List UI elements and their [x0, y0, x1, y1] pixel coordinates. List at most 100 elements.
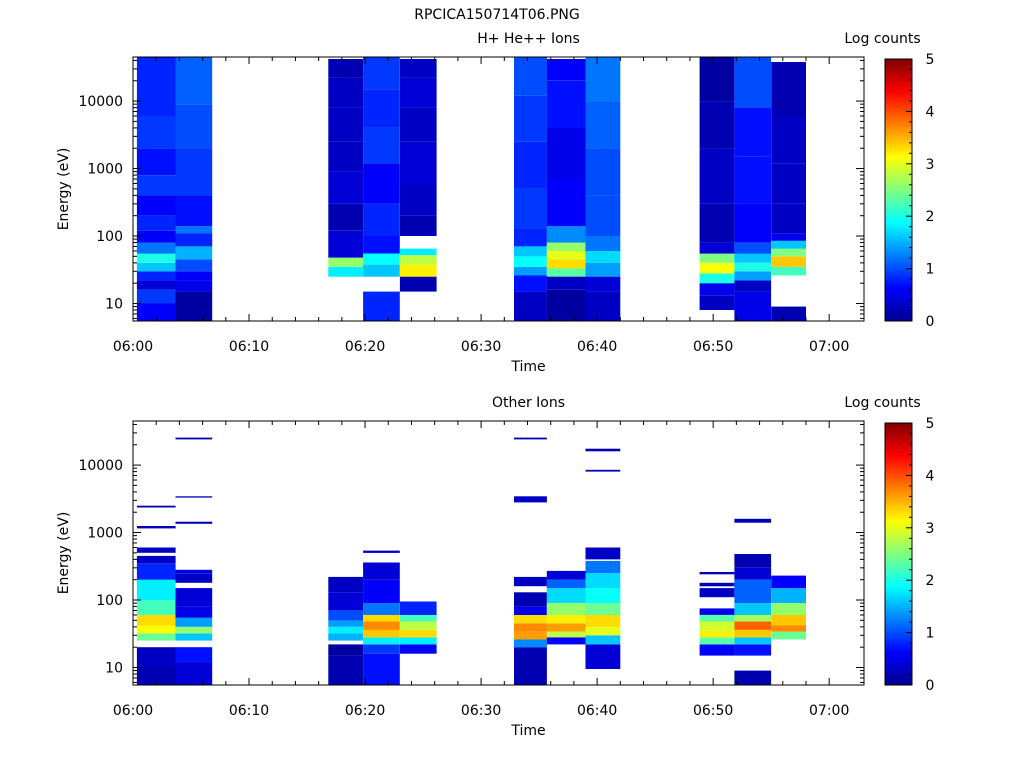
- heatmap-cell-c7-b7: [585, 101, 621, 149]
- heatmap-cell-c10-b5: [771, 575, 806, 589]
- heatmap-cell-c4-b5: [399, 601, 437, 615]
- heatmap-cell-c4-b6: [399, 141, 437, 184]
- heatmap-cell-c8-b4: [699, 253, 735, 263]
- heatmap-cell-c2-b5: [328, 171, 364, 204]
- heatmap-cell-c1-b9: [175, 521, 213, 524]
- heatmap-cell-c1-b2: [175, 271, 213, 281]
- x-tick-label: 06:00: [113, 703, 153, 719]
- heatmap-cell-c8-b2: [699, 630, 735, 638]
- heatmap-cell-c2-b4: [328, 620, 364, 627]
- heatmap-cell-c2-b8: [328, 78, 364, 108]
- heatmap-cell-c8-b4: [699, 615, 735, 622]
- heatmap-cell-c7-b5: [585, 195, 621, 236]
- heatmap-cell-c4-b2: [399, 629, 437, 638]
- heatmap-cell-c7-b9: [585, 469, 621, 472]
- heatmap-cell-c9-b6: [734, 603, 772, 615]
- colorbar-tick-label: 3: [926, 521, 935, 537]
- heatmap-cell-c5-b2: [514, 266, 547, 276]
- heatmap-cell-c9-b3: [734, 629, 772, 638]
- heatmap-cell-c9-b9: [734, 57, 772, 108]
- heatmap-cell-c0-b1: [136, 647, 176, 668]
- heatmap-cell-c4-b3: [399, 248, 437, 256]
- heatmap-cell-c6-b3: [546, 259, 586, 269]
- heatmap-cell-c5-b4: [514, 246, 547, 257]
- colorbar: [884, 422, 913, 686]
- heatmap-cell-c7-b2: [585, 626, 621, 636]
- heatmap-cell-c9-b3: [734, 262, 772, 272]
- heatmap-cell-c6-b3: [546, 615, 586, 624]
- heatmap-cell-c3-b8: [363, 57, 400, 90]
- heatmap-cell-c4-b1: [399, 264, 437, 277]
- y-axis-label: Energy (eV): [56, 512, 72, 595]
- colorbar-tick-label: 2: [926, 209, 935, 225]
- heatmap-cell-c5-b6: [514, 188, 547, 229]
- heatmap-cell-c9-b8: [734, 567, 772, 580]
- heatmap-cell-c6-b2: [546, 268, 586, 277]
- heatmap-cell-c0-b12: [136, 116, 176, 149]
- heatmap-cell-c6-b5: [546, 588, 586, 604]
- y-tick-label: 100: [96, 593, 123, 609]
- heatmap-cell-c5-b5: [514, 606, 547, 615]
- heatmap-cell-c10-b4: [771, 588, 806, 604]
- heatmap-cell-c0-b0: [136, 303, 176, 321]
- heatmap-cell-c6-b1: [546, 276, 586, 290]
- heatmap-cell-c1-b9: [175, 104, 213, 149]
- heatmap-cell-c3-b0: [363, 291, 400, 321]
- heatmap-cell-c6-b10: [546, 59, 586, 81]
- heatmap-cell-c2-b1: [328, 257, 364, 267]
- heatmap-cell-c0-b0: [136, 667, 176, 685]
- heatmap-cell-c5-b6: [514, 592, 547, 607]
- heatmap-cell-c6-b5: [546, 242, 586, 251]
- heatmap-cell-c6-b7: [546, 179, 586, 227]
- heatmap-cell-c6-b6: [546, 579, 586, 589]
- panel-title: Other Ions: [492, 395, 565, 411]
- heatmap-cell-c8-b8: [699, 572, 735, 575]
- heatmap-cell-c10-b3: [771, 248, 806, 257]
- heatmap-cell-c8-b5: [699, 608, 735, 615]
- heatmap-cell-c6-b1: [546, 631, 586, 638]
- heatmap-cell-c1-b8: [175, 569, 213, 574]
- colorbar: [884, 58, 913, 322]
- heatmap-cell-c9-b4: [734, 253, 772, 263]
- x-axis-label: Time: [510, 723, 545, 739]
- heatmap-cell-c10-b2: [771, 256, 806, 267]
- heatmap-cell-c2-b0: [328, 655, 364, 685]
- heatmap-cell-c0-b5: [136, 600, 176, 615]
- heatmap-cell-c3-b3: [363, 236, 400, 254]
- heatmap-cell-c5-b0: [514, 291, 547, 321]
- heatmap-cell-c8-b9: [699, 57, 735, 102]
- heatmap-cell-c5-b1: [514, 275, 547, 292]
- heatmap-cell-c9-b0: [734, 291, 772, 321]
- heatmap-cell-c3-b0: [363, 653, 400, 685]
- heatmap-cell-c4-b1: [399, 637, 437, 645]
- heatmap-cell-c4-b0: [399, 276, 437, 292]
- heatmap-cell-c1-b7: [175, 573, 213, 583]
- figure-title: RPCICA150714T06.PNG: [414, 7, 579, 23]
- heatmap-cell-c3-b1: [363, 644, 400, 654]
- heatmap-cell-c9-b2: [734, 637, 772, 645]
- heatmap-cell-c3-b9: [363, 550, 400, 553]
- heatmap-cell-c9-b10: [734, 518, 772, 523]
- x-tick-label: 07:00: [809, 339, 849, 355]
- heatmap-cell-c2-b6: [328, 141, 364, 172]
- heatmap-cell-c0-b3: [136, 271, 176, 281]
- heatmap-cell-c0-b9: [136, 547, 176, 553]
- heatmap-cell-c8-b6: [699, 588, 735, 598]
- heatmap-cell-c4-b5: [399, 183, 437, 216]
- heatmap-cell-c3-b8: [363, 562, 400, 580]
- heatmap-cell-c1-b1: [175, 647, 213, 663]
- heatmap-cell-c0-b10: [136, 175, 176, 196]
- heatmap-cell-c9-b2: [734, 271, 772, 281]
- heatmap-cell-c8-b1: [699, 637, 735, 645]
- heatmap-cell-c9-b6: [734, 203, 772, 243]
- colorbar-tick-label: 5: [926, 52, 935, 68]
- heatmap-cell-c3-b7: [363, 579, 400, 604]
- heatmap-cell-c1-b11: [175, 437, 213, 440]
- colorbar-tick-label: 4: [926, 468, 935, 484]
- heatmap-cell-c2-b1: [328, 644, 364, 656]
- heatmap-cell-c5-b8: [514, 95, 547, 142]
- heatmap-cell-c1-b3: [175, 259, 213, 272]
- heatmap-cell-c6-b9: [546, 80, 586, 128]
- heatmap-cell-c4-b3: [399, 621, 437, 630]
